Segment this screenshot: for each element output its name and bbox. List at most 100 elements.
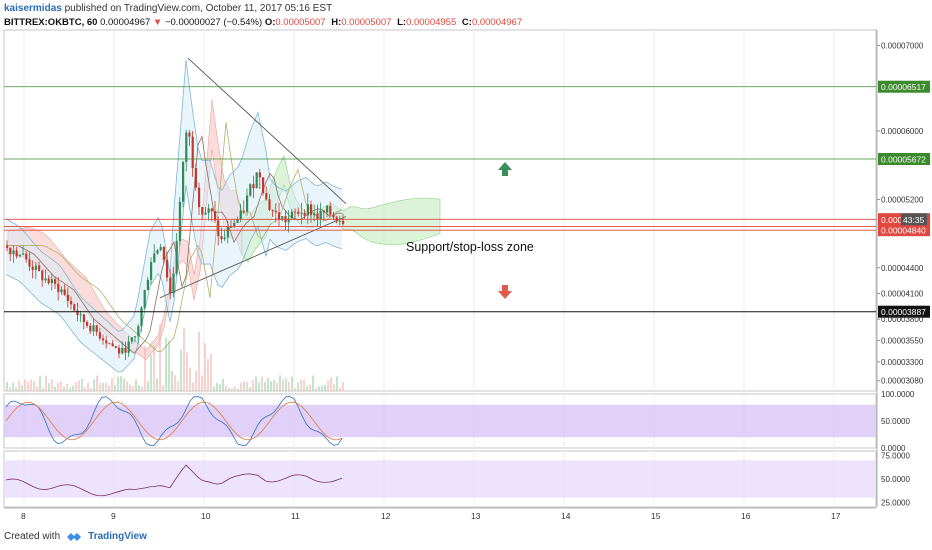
y-tick-label: 0.00006000 [881,127,924,136]
volume-bar [297,382,299,391]
last-price: 0.00004967 [100,17,151,28]
volume-bar [57,382,59,391]
candle-body [9,247,12,254]
candle-body [82,314,85,323]
volume-bar [300,379,302,391]
candle-body [66,294,69,302]
volume-bar [63,386,65,391]
footer: Created with TradingView [4,531,147,542]
candle-body [57,283,60,293]
volume-bar [60,381,62,391]
volume-bar [165,337,167,391]
candle-body [127,341,130,353]
tradingview-brand[interactable]: TradingView [88,531,147,542]
moving-average-fast [6,135,343,354]
candle-body [98,332,101,339]
candle-body [300,212,303,214]
x-tick-label: 13 [471,511,481,521]
candle-body [230,226,233,228]
candle-body [95,325,98,333]
volume-bar [84,387,86,391]
candle-body [41,270,44,281]
volume-bar [273,380,275,391]
volume-bar [6,382,8,391]
symbol-info-line: BITTREX:OKBTC, 60 0.00004967 ▼ −0.000000… [4,17,525,28]
volume-bar [150,355,152,391]
volume-bar [153,345,155,391]
volume-bar [306,386,308,391]
candle-body [169,277,172,294]
low-label: L: [397,17,407,28]
volume-bar [183,327,185,391]
candle-body [188,132,191,137]
volume-bar [219,384,221,391]
countdown-tag [901,213,927,226]
candle-body [47,278,50,284]
volume-bar [210,353,212,391]
candle-body [12,250,15,254]
volume-bar [249,387,251,391]
stoch-axis-label: 0.0000 [881,444,906,453]
candle-body [249,184,252,196]
candle-body [332,214,335,218]
volume-bar [144,345,146,391]
volume-bar [303,379,305,391]
volume-bar [120,376,122,391]
candle-body [223,237,226,240]
candle-body [50,279,53,284]
volume-bar [270,381,272,391]
rsi-axis-label: 50.0000 [881,475,910,484]
stoch-axis-label: 100.0000 [881,390,915,399]
candle-body [34,265,37,271]
volume-bar [48,383,50,391]
volume-bar [30,379,32,391]
volume-bar [321,385,323,391]
rsi-band [4,460,876,498]
candle-body [105,340,108,344]
candle-body [210,208,213,212]
stoch-axis-label: 50.0000 [881,417,910,426]
volume-bar [141,386,143,391]
y-tick-label: 0.00003800 [881,315,924,324]
volume-bar [228,387,230,391]
candle-body [306,204,309,216]
candle-body [246,195,249,212]
open-label: O: [264,17,276,28]
price-level-tag [878,80,930,93]
volume-bar [333,384,335,391]
candle-body [226,226,229,238]
candle-body [143,289,146,308]
candle-body [172,273,175,294]
candle-body [111,343,114,347]
candle-body [258,172,261,178]
volume-bar [72,385,74,391]
volume-bar [114,385,116,391]
volume-bar [177,381,179,391]
volume-bar [312,375,314,391]
x-tick-label: 9 [111,511,116,521]
volume-bar [12,382,14,391]
volume-bar [336,376,338,391]
candle-body [6,245,9,248]
x-tick-label: 8 [21,511,26,521]
rsi-axis-label: 25.0000 [881,498,910,507]
candle-body [201,207,204,215]
price-change: −0.00000027 (−0.54%) [164,17,263,28]
author-name[interactable]: kaisermidas [4,3,62,14]
candle-body [15,250,18,257]
volume-bar [45,375,47,391]
candle-body [297,211,300,214]
candle-body [102,338,105,341]
candle-body [316,213,319,219]
candle-body [303,212,306,216]
volume-bar [261,376,263,391]
volume-bar [39,375,41,391]
volume-bar [117,376,119,391]
candle-body [137,326,140,337]
volume-bar [255,376,257,391]
volume-bar [15,387,17,391]
volume-bar [258,382,260,391]
support-zone-annotation: Support/stop-loss zone [406,240,534,254]
bollinger-band-fill [6,59,342,373]
